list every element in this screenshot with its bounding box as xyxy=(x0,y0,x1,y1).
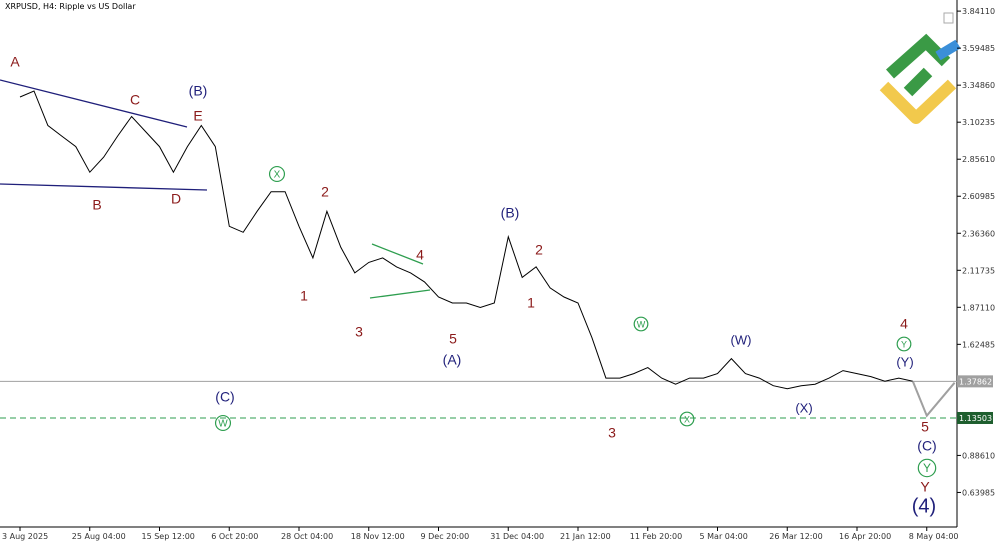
wave-label: (Y) xyxy=(896,354,913,369)
x-tick-label: 5 Mar 04:00 xyxy=(700,532,748,541)
wave-label: W xyxy=(218,419,228,430)
x-tick-label: 9 Dec 20:00 xyxy=(421,532,470,541)
trade-button[interactable] xyxy=(943,12,954,24)
wave-label: W xyxy=(637,319,646,329)
wave-label: Y xyxy=(923,461,931,475)
wave-label: E xyxy=(193,108,202,124)
wave-label: B xyxy=(92,197,101,213)
wave-label: (B) xyxy=(501,205,520,221)
wave-label: 5 xyxy=(921,419,929,435)
wave-circle xyxy=(268,165,286,183)
x-tick-label: 26 Mar 12:00 xyxy=(769,532,822,541)
price-label: 1.37862 xyxy=(959,377,992,386)
wave-circle xyxy=(633,316,649,332)
y-tick-label: 2.85610 xyxy=(962,155,995,164)
y-tick-label: 2.11735 xyxy=(962,266,995,275)
wave-circle xyxy=(679,411,695,427)
y-tick-label: 3.84110 xyxy=(962,7,995,16)
y-tick-label: 1.87110 xyxy=(962,303,995,312)
wave-label: (C) xyxy=(917,438,936,454)
y-tick-label: 3.10235 xyxy=(962,118,995,127)
wave-label: 4 xyxy=(900,316,908,332)
x-tick-label: 31 Dec 04:00 xyxy=(490,532,544,541)
price-line-series xyxy=(19,90,913,390)
y-tick-label: 0.88610 xyxy=(962,451,995,460)
wave-label: A xyxy=(10,54,20,70)
price-label-box xyxy=(957,375,993,388)
wave-label: (X) xyxy=(795,400,812,415)
wave-label: (C) xyxy=(215,389,234,405)
x-tick-label: 15 Sep 12:00 xyxy=(142,532,195,541)
wave-label: X xyxy=(684,414,690,424)
y-tick-label: 3.34860 xyxy=(962,81,995,90)
wave-label: (A) xyxy=(443,352,462,368)
wave-label: (W) xyxy=(731,332,752,347)
wave-label: 2 xyxy=(535,242,543,258)
projection-line xyxy=(911,380,956,418)
chart-title: XRPUSD, H4: Ripple vs US Dollar xyxy=(5,2,136,11)
wave-label: D xyxy=(171,191,181,207)
wave-label: 2 xyxy=(321,184,329,200)
x-tick-label: 8 May 04:00 xyxy=(909,532,959,541)
y-tick-label: 1.62485 xyxy=(962,340,995,349)
x-tick-label: 25 Aug 04:00 xyxy=(72,532,126,541)
wave-label: (4) xyxy=(912,495,936,517)
price-label: 1.13503 xyxy=(959,414,992,423)
wave-label: 5 xyxy=(449,331,457,347)
logo xyxy=(879,33,961,124)
wave-circle xyxy=(214,414,232,432)
x-tick-label: 3 Aug 2025 xyxy=(2,532,48,541)
x-tick-label: 16 Apr 20:00 xyxy=(839,532,891,541)
wave-label: 3 xyxy=(355,324,363,340)
wave-label: 4 xyxy=(416,247,424,263)
x-tick-label: 11 Feb 20:00 xyxy=(630,532,682,541)
wave-label: 1 xyxy=(300,288,308,304)
wave-label: C xyxy=(130,92,140,108)
y-tick-label: 2.60985 xyxy=(962,192,995,201)
wave-label: (B) xyxy=(189,83,208,99)
x-tick-label: 6 Oct 20:00 xyxy=(211,532,258,541)
wave-label: X xyxy=(274,170,281,181)
x-tick-label: 18 Nov 12:00 xyxy=(351,532,405,541)
x-tick-label: 28 Oct 04:00 xyxy=(281,532,333,541)
wave-circle xyxy=(917,458,937,478)
x-tick-label: 21 Jan 12:00 xyxy=(560,532,611,541)
wave-label: Y xyxy=(920,479,930,495)
y-tick-label: 3.59485 xyxy=(962,44,995,53)
wave-label: 1 xyxy=(527,295,535,311)
y-tick-label: 0.63985 xyxy=(962,488,995,497)
wave-label: Y xyxy=(901,339,907,349)
trend-lines xyxy=(0,79,431,299)
price-label-box xyxy=(957,411,993,424)
y-tick-label: 2.36360 xyxy=(962,229,995,238)
wave-label: 3 xyxy=(608,425,616,441)
wave-circle xyxy=(896,336,912,352)
